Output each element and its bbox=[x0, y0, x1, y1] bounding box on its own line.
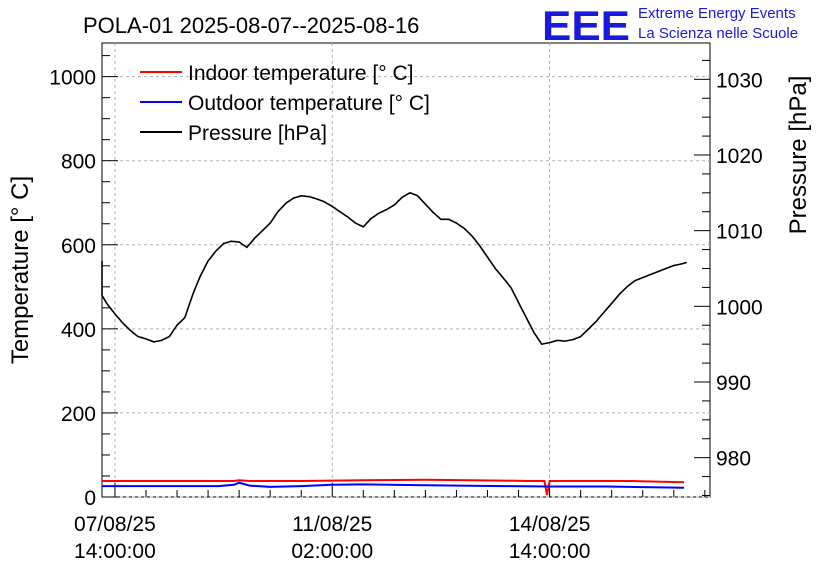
y-tick-label: 1000 bbox=[49, 67, 96, 90]
grid-lines bbox=[102, 43, 710, 498]
axes: 0 200 400 600 800 1000 980 990 1000 1010 1020 1030 0… bbox=[49, 55, 763, 563]
legend-label-indoor: Indoor temperature [° C] bbox=[188, 62, 414, 85]
legend-label-pressure: Pressure [hPa] bbox=[188, 122, 327, 145]
logo-mark: EEE bbox=[542, 2, 630, 49]
chart-title: POLA-01 2025-08-07--2025-08-16 bbox=[83, 13, 419, 38]
x-tick-label-date: 11/08/25 bbox=[292, 513, 372, 536]
logo-line-1: Extreme Energy Events bbox=[638, 5, 796, 22]
series-pressure bbox=[101, 191, 687, 346]
y-tick-label: 0 bbox=[84, 487, 96, 510]
y2-tick-label: 1020 bbox=[716, 145, 763, 168]
eee-logo: EEE Extreme Energy Events La Scienza nel… bbox=[542, 2, 798, 49]
y2-tick-label: 990 bbox=[716, 372, 751, 395]
series-indoor-temperature bbox=[102, 478, 685, 496]
y2-tick-label: 1010 bbox=[716, 221, 763, 244]
logo-line-2: La Scienza nelle Scuole bbox=[638, 25, 798, 42]
y2-axis-title: Pressure [hPa] bbox=[785, 76, 812, 235]
series-outdoor-temperature bbox=[102, 481, 685, 489]
y2-tick-label: 980 bbox=[716, 448, 751, 471]
legend: Indoor temperature [° C] Outdoor tempera… bbox=[140, 62, 430, 145]
y-tick-label: 800 bbox=[61, 151, 96, 174]
y-axis-title: Temperature [° C] bbox=[7, 176, 34, 364]
y2-tick-label: 1000 bbox=[716, 296, 763, 319]
x-tick-label-time: 02:00:00 bbox=[291, 540, 373, 563]
y-tick-label: 400 bbox=[61, 319, 96, 342]
x-tick-label-date: 07/08/25 bbox=[74, 513, 156, 536]
y-tick-label: 200 bbox=[61, 403, 96, 426]
series-layer bbox=[101, 191, 687, 496]
x-tick-label-time: 14:00:00 bbox=[74, 540, 156, 563]
legend-label-outdoor: Outdoor temperature [° C] bbox=[188, 92, 430, 115]
y2-tick-label: 1030 bbox=[716, 69, 763, 92]
x-tick-label-date: 14/08/25 bbox=[509, 513, 591, 536]
x-tick-label-time: 14:00:00 bbox=[509, 540, 591, 563]
y-tick-label: 600 bbox=[61, 235, 96, 258]
